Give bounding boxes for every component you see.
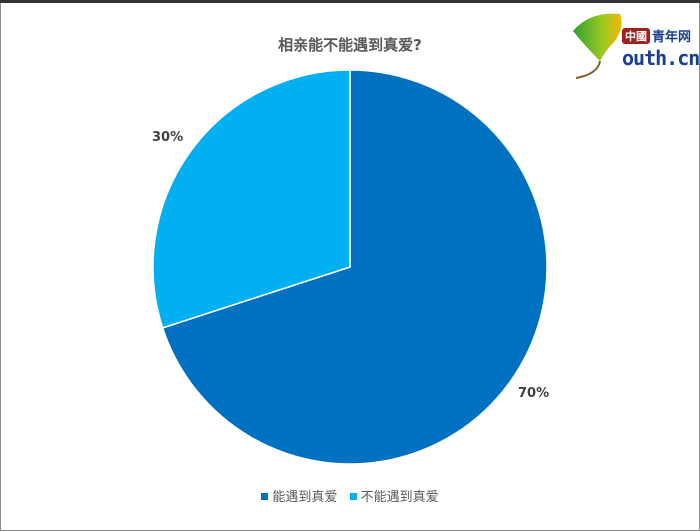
legend-label-1: 不能遇到真爱 <box>360 490 439 505</box>
pie-slice-0 <box>161 69 548 465</box>
legend-swatch-0 <box>261 493 269 500</box>
data-label-1: 30% <box>152 130 184 145</box>
top-bar <box>0 0 700 3</box>
pie-slice-1 <box>152 69 351 329</box>
legend-item-1: 不能遇到真爱 <box>349 490 439 505</box>
ginkgo-leaf-icon <box>573 13 622 79</box>
legend: 能遇到真爱 不能遇到真爱 <box>0 486 700 505</box>
data-label-0: 70% <box>518 386 550 401</box>
chart-title: 相亲能不能遇到真爱? <box>278 36 422 54</box>
legend-swatch-1 <box>349 493 357 500</box>
logo-cn: 中國 <box>622 28 650 44</box>
logo-youth: outh.cn <box>622 46 700 70</box>
logo-qn: 青年网 <box>652 30 692 45</box>
legend-label-0: 能遇到真爱 <box>272 490 338 505</box>
youth-cn-logo: 中國 青年网 outh.cn <box>570 6 700 81</box>
legend-item-0: 能遇到真爱 <box>261 490 337 505</box>
